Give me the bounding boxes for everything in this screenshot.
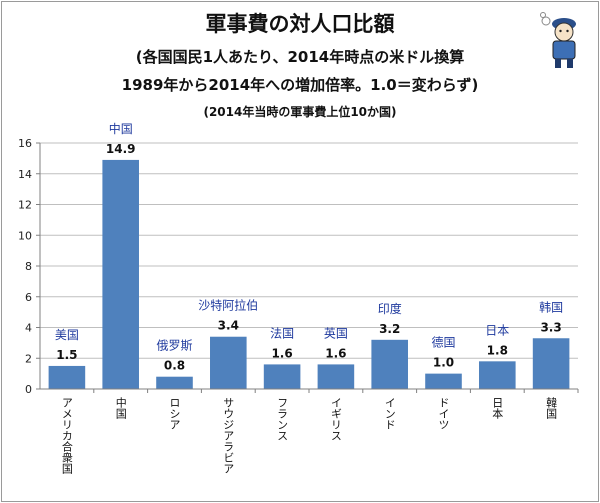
bar-annotation: 德国 (431, 335, 455, 350)
y-tick-label: 10 (18, 229, 32, 242)
data-label: 3.4 (218, 319, 239, 333)
bar-annotation: 日本 (485, 323, 509, 337)
x-tick-label: 韓国 (545, 397, 558, 420)
bar (263, 364, 301, 389)
data-label: 1.8 (487, 343, 508, 357)
y-tick-label: 2 (25, 352, 32, 365)
bar-annotation: 美国 (55, 328, 79, 342)
x-tick-label: アメリカ合衆国 (60, 397, 73, 475)
data-label: 1.5 (56, 348, 77, 362)
x-tick-label: 中国 (114, 397, 127, 420)
bar-annotation: 韩国 (539, 299, 563, 314)
y-tick-label: 6 (25, 291, 32, 304)
bar (210, 336, 247, 389)
data-label: 1.6 (271, 346, 292, 360)
bar (48, 365, 86, 389)
bar (371, 339, 408, 389)
data-label: 3.3 (540, 320, 561, 334)
bar (479, 361, 516, 389)
y-tick-label: 16 (18, 137, 32, 150)
bar (102, 159, 139, 389)
x-tick-label: ロシア (168, 397, 181, 430)
chart-subtitle-line3: (2014年当時の軍事費上位10か国) (203, 105, 397, 119)
bar-annotation: 中国 (109, 121, 133, 136)
bar-annotation: 印度 (378, 301, 402, 316)
x-tick-label: インド (383, 397, 396, 430)
x-tick-label: フランス (276, 397, 289, 441)
y-tick-label: 0 (25, 383, 32, 396)
bar-annotation: 法国 (270, 326, 294, 340)
y-tick-label: 12 (18, 199, 32, 212)
data-label: 1.6 (325, 346, 346, 360)
bar (532, 338, 570, 389)
chart-subtitle-line2: 1989年から2014年への増加倍率。1.0＝変わらず) (121, 76, 479, 94)
bar (156, 376, 193, 389)
data-label: 0.8 (164, 359, 185, 373)
y-tick-label: 8 (25, 260, 32, 273)
chart-title: 軍事費の対人口比額 (205, 12, 395, 36)
data-label: 3.2 (379, 322, 400, 336)
x-tick-label: ドイツ (437, 397, 450, 430)
y-tick-label: 14 (18, 168, 32, 181)
chart-subtitle-line1: (各国国民1人あたり、2014年時点の米ドル換算 (135, 48, 465, 66)
bar-annotation: 俄罗斯 (156, 339, 192, 353)
bar (425, 373, 462, 389)
bar-annotation: 沙特阿拉伯 (198, 298, 258, 313)
data-label: 1.0 (433, 356, 454, 370)
y-tick-label: 4 (25, 322, 32, 335)
bar (317, 364, 355, 389)
x-tick-label: サウジアラビア (222, 397, 235, 474)
x-tick-label: 日本 (491, 397, 504, 420)
x-tick-label: イギリス (329, 397, 342, 441)
data-label: 14.9 (106, 142, 136, 156)
bar-annotation: 英国 (324, 326, 348, 340)
mascot-icon (540, 12, 576, 68)
